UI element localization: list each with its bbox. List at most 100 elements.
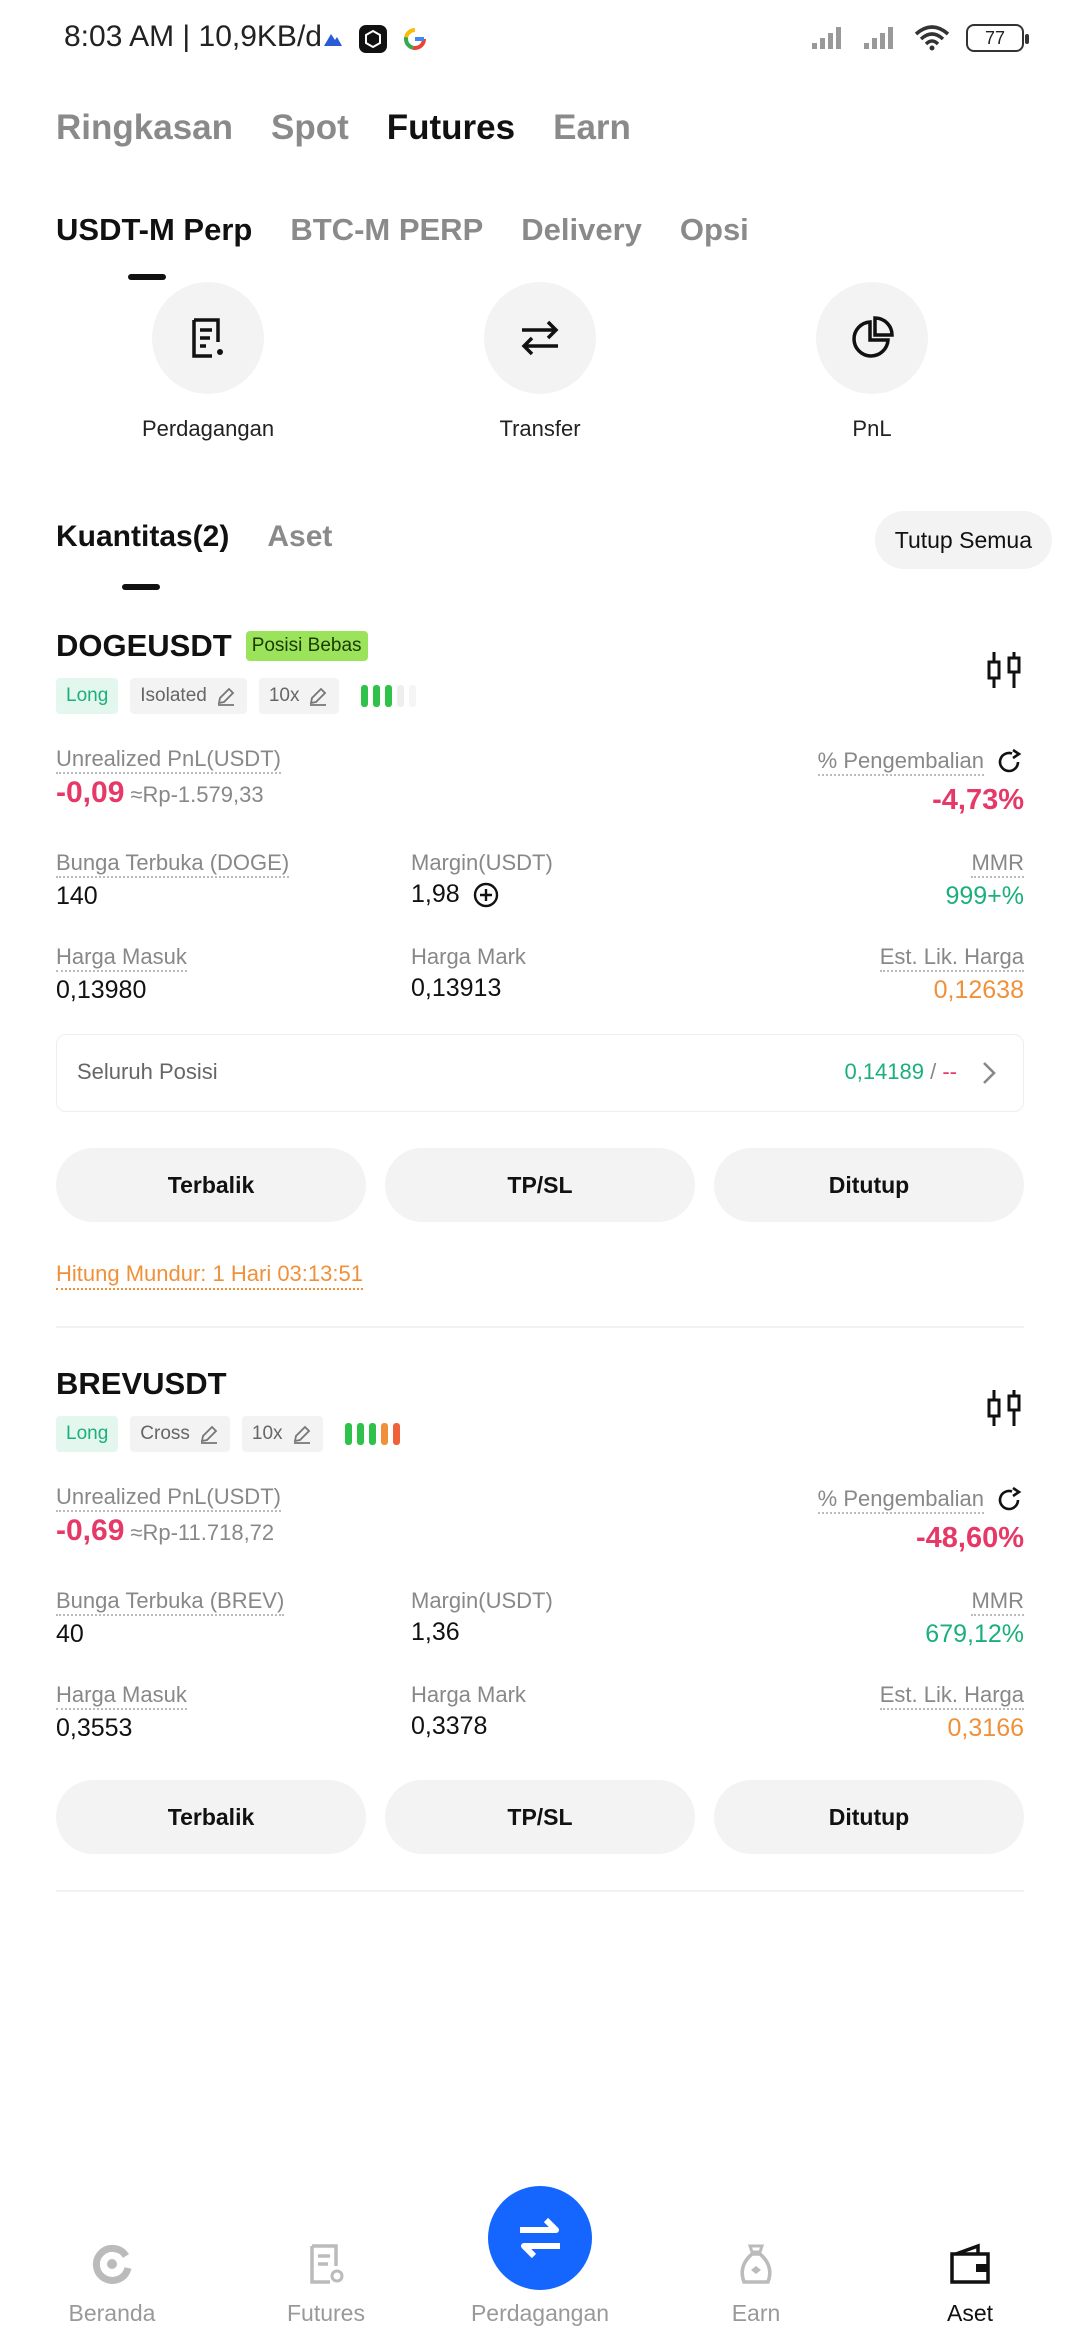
leverage-label: 10x [268,685,300,706]
nav-label: Earn [731,2300,781,2326]
close-position-button[interactable]: Ditutup [714,1780,1024,1854]
wallet-icon [890,2236,1050,2292]
unrealized-pnl: Unrealized PnL(USDT) -0,09 ≈Rp-1.579,33 [56,746,281,810]
tab-futures[interactable]: Futures [386,108,516,147]
quick-action-label: Perdagangan [141,416,275,441]
entry-label: Harga Masuk [56,944,187,972]
leverage-chip[interactable]: 10x [241,1416,323,1452]
app-logo-icon [359,25,387,53]
mark-value: 0,13913 [411,974,502,1002]
wifi-icon [914,25,950,51]
google-icon [404,28,426,50]
roe-label: % Pengembalian [817,748,984,776]
risk-bar [356,1423,364,1445]
close-position-button[interactable]: Ditutup [714,1148,1024,1222]
liquidation-price: Est. Lik. Harga 0,3166 [879,1682,1024,1743]
edit-icon [293,1425,310,1444]
oi-value: 40 [56,1620,84,1648]
tpsl-button[interactable]: TP/SL [385,1780,695,1854]
quick-action-pnl[interactable]: PnL [762,282,982,442]
pie-chart-icon [816,282,928,394]
open-interest: Bunga Terbuka (DOGE) 140 [56,850,290,911]
whole-position-tpsl-row[interactable]: Seluruh Posisi 0,14189 / -- [56,1034,1024,1112]
nav-earn[interactable]: Earn [676,2236,836,2327]
earn-icon [676,2236,836,2292]
quick-action-transfer[interactable]: Transfer [430,282,650,442]
roe: % Pengembalian -48,60% [817,1486,1024,1555]
reverse-button[interactable]: Terbalik [56,1148,366,1222]
signal-icon [812,27,841,49]
pnl-fiat: ≈Rp-1.579,33 [130,782,264,807]
mark-label: Harga Mark [411,944,526,969]
tpsl-button[interactable]: TP/SL [385,1148,695,1222]
nav-futures[interactable]: Futures [246,2236,406,2327]
share-refresh-icon[interactable] [996,1486,1024,1514]
nav-label: Beranda [68,2300,156,2326]
tab-earn[interactable]: Earn [553,108,631,147]
tpsl-separator: / [924,1059,943,1084]
position-card-dogeusdt: DOGEUSDT Posisi Bebas Long Isolated 10x … [56,628,1024,1290]
pnl-value: -0,09 [56,776,125,809]
pnl-label: Unrealized PnL(USDT) [56,746,281,774]
liq-value: 0,3166 [947,1714,1024,1742]
status-notification-icons [322,24,428,54]
risk-bar [368,1423,376,1445]
risk-bar [344,1423,352,1445]
card-divider [56,1890,1024,1892]
mmr-value: 679,12% [925,1620,1024,1648]
candlestick-chart-icon[interactable] [984,1386,1024,1435]
tab-aset[interactable]: Aset [267,520,333,553]
position-actions: Terbalik TP/SL Ditutup [56,1780,1024,1854]
oi-value: 140 [56,882,98,910]
risk-bar [397,685,405,707]
margin-value: 1,98 [411,880,460,908]
risk-bar [380,1423,388,1445]
mmr-label: MMR [971,850,1024,878]
nav-beranda[interactable]: Beranda [32,2236,192,2327]
position-chips: Long Cross 10x [56,1416,1024,1452]
edit-icon [217,687,235,706]
quick-action-perdagangan[interactable]: Perdagangan [98,282,318,442]
tab-ringkasan[interactable]: Ringkasan [56,108,233,147]
mark-price: Harga Mark 0,3378 [411,1682,526,1741]
liq-value: 0,12638 [933,976,1024,1004]
tab-btc-m-perp[interactable]: BTC-M PERP [290,212,484,247]
margin: Margin(USDT) 1,36 [411,1588,553,1647]
open-interest: Bunga Terbuka (BREV) 40 [56,1588,285,1649]
margin-mode-chip[interactable]: Cross [130,1416,230,1452]
position-header: BREVUSDT [56,1366,1024,1402]
tab-delivery[interactable]: Delivery [521,212,642,247]
pnl-value: -0,69 [56,1514,125,1547]
tab-usdt-m-perp[interactable]: USDT-M Perp [56,212,253,247]
tab-spot[interactable]: Spot [271,108,349,147]
add-margin-icon[interactable] [472,881,500,909]
nav-label: Futures [287,2300,365,2326]
edit-icon [200,1425,218,1444]
tab-kuantitas[interactable]: Kuantitas(2) [56,520,230,553]
share-refresh-icon[interactable] [996,748,1024,776]
mmr: MMR 999+% [945,850,1024,911]
margin-label: Margin(USDT) [411,850,553,875]
position-tabs: Kuantitas(2) Aset [56,520,332,554]
trade-fab-button[interactable] [488,2186,592,2290]
leverage-chip[interactable]: 10x [258,678,340,714]
side-badge: Long [56,678,119,714]
card-divider [56,1326,1024,1328]
candlestick-chart-icon[interactable] [984,648,1024,697]
risk-level-bars [344,1423,400,1445]
margin-mode-label: Cross [140,1423,190,1444]
margin-mode-chip[interactable]: Isolated [130,678,247,714]
tp-value: 0,14189 [844,1059,924,1084]
close-all-button[interactable]: Tutup Semua [874,511,1052,569]
battery-icon: 77 [966,24,1029,52]
reverse-button[interactable]: Terbalik [56,1780,366,1854]
mountain-icon [324,34,342,46]
funding-countdown: Hitung Mundur: 1 Hari 03:13:51 [56,1260,363,1290]
oi-label: Bunga Terbuka (DOGE) [56,850,290,878]
risk-bar [409,685,417,707]
nav-aset[interactable]: Aset [890,2236,1050,2327]
margin-label: Margin(USDT) [411,1588,553,1613]
roe-label: % Pengembalian [817,1486,984,1514]
tab-opsi[interactable]: Opsi [679,212,749,247]
position-card-brevusdt: BREVUSDT Long Cross 10x Unrealized PnL(U… [56,1366,1024,1886]
